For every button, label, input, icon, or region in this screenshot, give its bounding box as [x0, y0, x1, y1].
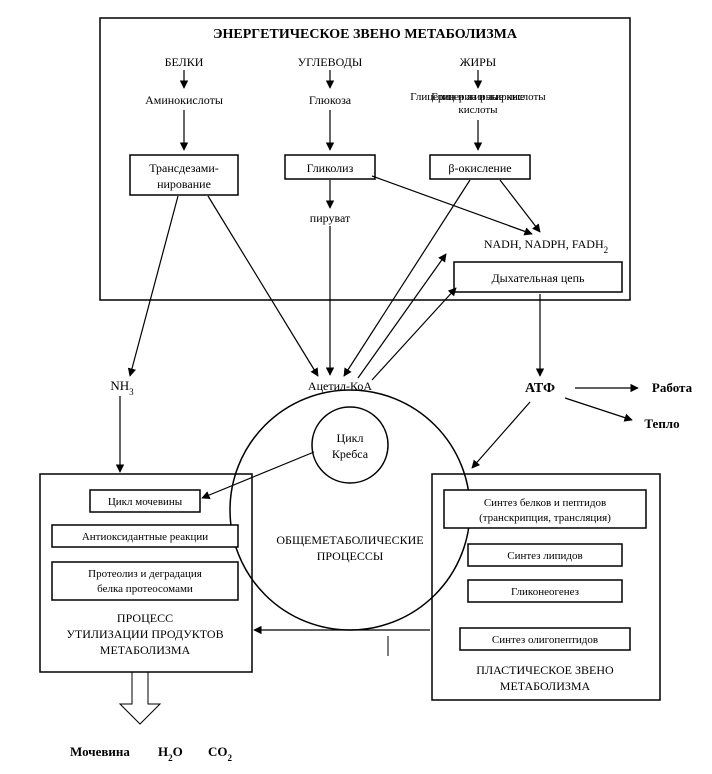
- heat-label: Тепло: [644, 416, 679, 431]
- h2o-label: H2O: [158, 744, 183, 763]
- resp-chain-label: Дыхательная цепь: [491, 271, 585, 285]
- glycerol-line1: Глицерин и жирные: [431, 91, 525, 103]
- krebs-circle: [312, 407, 388, 483]
- general-label-1: ОБЩЕМЕТАБОЛИЧЕСКИЕ: [276, 533, 423, 547]
- beta-to-acetyl-arrow: [344, 180, 470, 376]
- glycolysis-label: Гликолиз: [307, 161, 354, 175]
- urea-cycle-label: Цикл мочевины: [108, 496, 183, 508]
- synth-prot-label-1: Синтез белков и пептидов: [484, 497, 606, 509]
- synth-oligo-label: Синтез олигопептидов: [492, 634, 598, 646]
- gluconeo-label: Гликонеогенез: [511, 586, 579, 598]
- metabolism-diagram: ЭНЕРГЕТИЧЕСКОЕ ЗВЕНО МЕТАБОЛИЗМА БЕЛКИ У…: [0, 0, 712, 774]
- glycolysis-to-nadh-arrow: [372, 176, 532, 234]
- transdeam-label-2: нирование: [157, 177, 211, 191]
- acetyl-to-nadh-arrow-1: [358, 254, 446, 378]
- synth-prot-label-2: (транскрипция, трансляция): [479, 512, 611, 524]
- nh3-label: NH3: [110, 378, 134, 397]
- main-title: ЭНЕРГЕТИЧЕСКОЕ ЗВЕНО МЕТАБОЛИЗМА: [213, 27, 518, 42]
- util-label-2: УТИЛИЗАЦИИ ПРОДУКТОВ: [66, 627, 223, 641]
- util-label-1: ПРОЦЕСС: [117, 611, 173, 625]
- proteolysis-label-1: Протеолиз и деградация: [88, 568, 202, 580]
- transdeam-to-acetyl-arrow: [208, 196, 318, 376]
- proteolysis-label-2: белка протеосомами: [97, 583, 193, 595]
- general-label-2: ПРОЦЕССЫ: [317, 549, 384, 563]
- transdeam-to-nh3-arrow: [130, 196, 178, 376]
- general-processes-circle: [230, 390, 470, 630]
- glucose-label: Глюкоза: [309, 93, 352, 107]
- krebs-label-2: Кребса: [332, 447, 369, 461]
- co2-label: CO2: [208, 744, 233, 763]
- work-label: Работа: [652, 380, 693, 395]
- plastic-label-2: МЕТАБОЛИЗМА: [500, 679, 591, 693]
- urea-label: Мочевина: [70, 744, 130, 759]
- util-label-3: МЕТАБОЛИЗМА: [100, 643, 191, 657]
- plastic-label-1: ПЛАСТИЧЕСКОЕ ЗВЕНО: [476, 663, 614, 677]
- atp-to-plastic-arrow: [472, 402, 530, 468]
- carbs-label: УГЛЕВОДЫ: [298, 55, 363, 69]
- beta-ox-label: β-окисление: [448, 161, 511, 175]
- synth-lipid-label: Синтез липидов: [507, 550, 582, 562]
- antiox-label: Антиоксидантные реакции: [82, 531, 208, 543]
- krebs-to-urea-arrow: [202, 452, 314, 498]
- fats-label: ЖИРЫ: [460, 55, 497, 69]
- transdeam-label-1: Трансдезами-: [149, 161, 219, 175]
- krebs-label-1: Цикл: [337, 431, 364, 445]
- pyruvate-label: пируват: [310, 211, 351, 225]
- aminoacids-label: Аминокислоты: [145, 93, 223, 107]
- open-arrow-icon: [120, 672, 160, 724]
- atp-label: АТФ: [525, 381, 555, 396]
- atp-to-heat-arrow: [565, 398, 632, 420]
- acetyl-to-nadh-arrow-2: [372, 288, 456, 380]
- nadh-label: NADH, NADPH, FADH2: [484, 237, 608, 255]
- proteins-label: БЕЛКИ: [165, 55, 204, 69]
- glycerol-line2: кислоты: [458, 104, 498, 116]
